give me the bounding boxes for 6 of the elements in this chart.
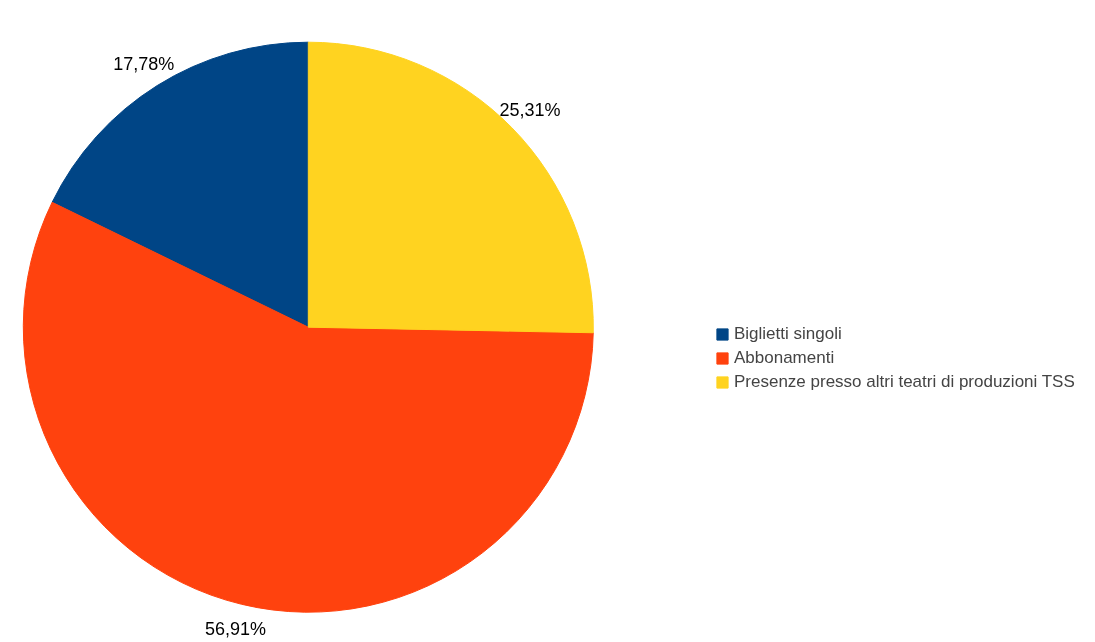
legend-label: Biglietti singoli xyxy=(734,324,842,344)
data-label: 17,78% xyxy=(113,53,175,74)
data-label: 25,31% xyxy=(499,99,561,120)
legend-label: Abbonamenti xyxy=(734,348,835,368)
data-label: 56,91% xyxy=(204,619,267,640)
legend-label: Presenze presso altri teatri di produzioni TSS xyxy=(734,372,1075,392)
